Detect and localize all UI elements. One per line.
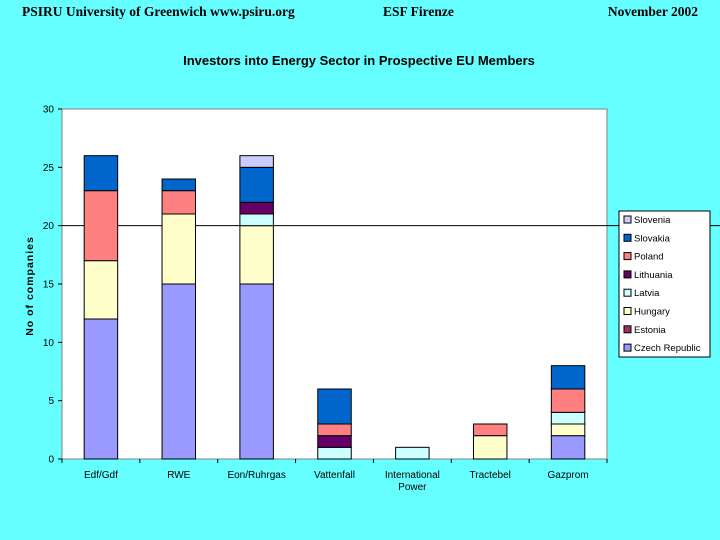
legend-swatch	[623, 307, 632, 315]
bar-segment	[550, 411, 586, 425]
bar-segment	[550, 388, 586, 413]
bar-segment	[317, 388, 352, 425]
bar-segment	[395, 446, 430, 460]
legend-swatch	[623, 252, 632, 261]
header-center-text: ESF Firenze	[383, 4, 454, 19]
bar-segment	[83, 260, 119, 320]
x-category-label: International Power	[385, 470, 440, 493]
bar-segment	[239, 225, 274, 285]
bar-segment	[317, 423, 352, 437]
x-category-label: Tractebel	[470, 470, 511, 481]
y-axis-label: No of companies	[24, 236, 36, 336]
legend-label: Slovenia	[634, 215, 671, 226]
bar-segment	[239, 213, 274, 227]
bar-segment	[161, 213, 197, 285]
legend-label: Latvia	[634, 288, 660, 299]
y-tick-label: 15	[43, 280, 55, 291]
y-tick-label: 0	[48, 455, 54, 466]
legend-label: Estonia	[634, 325, 666, 336]
bar-segment	[239, 155, 274, 168]
y-tick-label: 10	[43, 338, 55, 349]
bar-segment	[317, 446, 352, 460]
bar-segment	[550, 435, 586, 460]
bar-segment	[83, 318, 119, 460]
bar-segment	[317, 435, 352, 448]
header-left-text: PSIRU University of Greenwich www.psiru.…	[22, 4, 295, 19]
bar-segment	[472, 435, 508, 460]
y-tick-label: 5	[48, 396, 54, 407]
x-category-label: Gazprom	[548, 470, 589, 481]
bar-segment	[239, 201, 274, 215]
bar-segment	[161, 190, 197, 215]
bar-segment	[239, 283, 274, 460]
legend-swatch	[623, 288, 632, 297]
bar-segment	[161, 283, 197, 460]
bar-segment	[239, 166, 274, 203]
chart-title: Investors into Energy Sector in Prospect…	[183, 53, 535, 68]
legend-swatch	[623, 343, 632, 352]
legend-label: Czech Republic	[634, 343, 701, 354]
legend: Slovenia Slovakia Poland Lithuania Latvia Hun…	[618, 210, 711, 358]
legend-label: Lithuania	[634, 270, 673, 281]
legend-box	[618, 210, 711, 358]
legend-label: Poland	[634, 252, 664, 263]
legend-swatch	[623, 325, 632, 334]
legend-swatch	[623, 233, 632, 242]
legend-label: Slovakia	[634, 233, 671, 244]
y-tick-label: 25	[43, 163, 55, 174]
header-right-text: November 2002	[607, 4, 698, 19]
bar-segment	[83, 155, 119, 192]
bar-segment	[472, 423, 508, 437]
x-category-label: Vattenfall	[314, 470, 355, 481]
y-tick-label: 30	[43, 105, 55, 116]
bar-segment	[83, 190, 119, 262]
bar-segment	[161, 178, 197, 192]
x-category-label: Eon/Ruhrgas	[227, 470, 285, 481]
bar-segment	[550, 423, 586, 437]
legend-swatch	[623, 215, 632, 224]
x-category-label: RWE	[167, 470, 190, 481]
y-tick-label: 20	[43, 221, 55, 232]
legend-swatch	[623, 270, 632, 279]
bar-segment	[550, 365, 586, 390]
x-category-label: Edf/Gdf	[84, 470, 118, 481]
legend-label: Hungary	[634, 307, 670, 318]
